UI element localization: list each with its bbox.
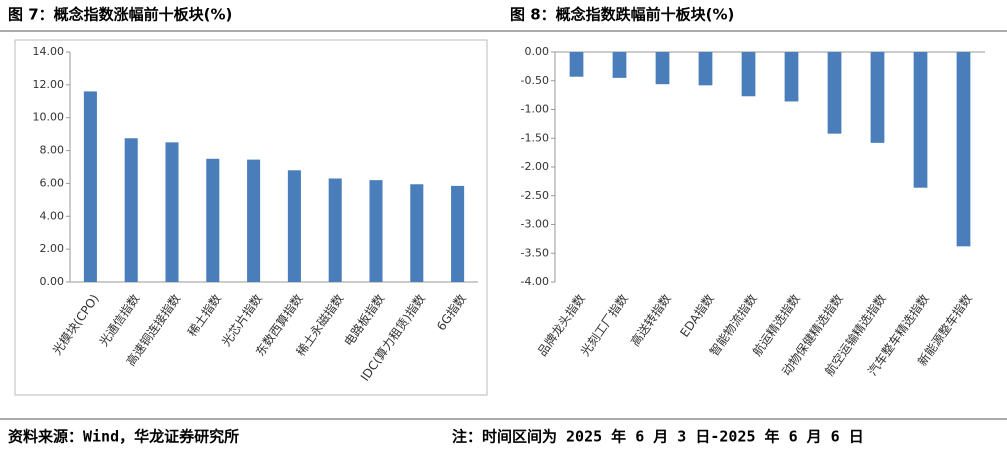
x-tick-label: EDA指数 [677, 291, 717, 340]
bar [124, 138, 138, 282]
y-tick-label: 12.00 [33, 78, 65, 91]
y-tick-label: 0.00 [40, 275, 65, 288]
y-tick-label: 2.00 [40, 242, 65, 255]
bar [369, 180, 383, 282]
bar [328, 178, 342, 282]
x-tick-label: 光芯片指数 [218, 291, 265, 349]
chart-title: 图 8：概念指数跌幅前十板块(%) [510, 6, 734, 24]
x-tick-label: 光通信指数 [96, 291, 143, 349]
bar [83, 91, 97, 282]
x-tick-label: 光模块(CPO) [50, 292, 102, 358]
y-tick-label: 14.00 [33, 45, 65, 58]
bar [655, 52, 670, 85]
y-tick-label: -1.50 [521, 131, 549, 144]
y-tick-label: -0.50 [521, 74, 549, 87]
x-tick-label: 高送转指数 [627, 291, 674, 349]
bar [165, 142, 179, 282]
bar [956, 52, 971, 247]
note: 注：时间区间为 2025 年 6 月 3 日-2025 年 6 月 6 日 [452, 428, 864, 446]
y-tick-label: -2.50 [521, 189, 549, 202]
bar [206, 158, 220, 282]
bar [913, 52, 928, 188]
y-tick-label: -4.00 [521, 275, 549, 288]
y-tick-label: -3.00 [521, 218, 549, 231]
y-tick-label: 0.00 [525, 45, 550, 58]
y-tick-label: 8.00 [40, 144, 65, 157]
x-tick-label: 电路板指数 [341, 291, 388, 349]
source: 资料来源：Wind，华龙证券研究所 [8, 428, 239, 446]
chart-title: 图 7：概念指数涨幅前十板块(%) [8, 6, 232, 24]
x-tick-label: 稀土指数 [184, 291, 224, 339]
bar [870, 52, 885, 143]
bar [451, 185, 465, 282]
y-tick-label: 4.00 [40, 209, 65, 222]
y-tick-label: -1.00 [521, 103, 549, 116]
frame [14, 39, 488, 396]
bar [827, 52, 842, 134]
bar [612, 52, 627, 78]
y-tick-label: 6.00 [40, 176, 65, 189]
bar [247, 159, 261, 282]
y-tick-label: -2.00 [521, 160, 549, 173]
bar [569, 52, 584, 77]
y-tick-label: 10.00 [33, 111, 65, 124]
bar [287, 170, 301, 282]
x-tick-label: 6G指数 [433, 291, 469, 333]
y-tick-label: -3.50 [521, 246, 549, 259]
bar [784, 52, 799, 102]
bar [410, 184, 424, 282]
bar [698, 52, 713, 86]
bar [741, 52, 756, 97]
